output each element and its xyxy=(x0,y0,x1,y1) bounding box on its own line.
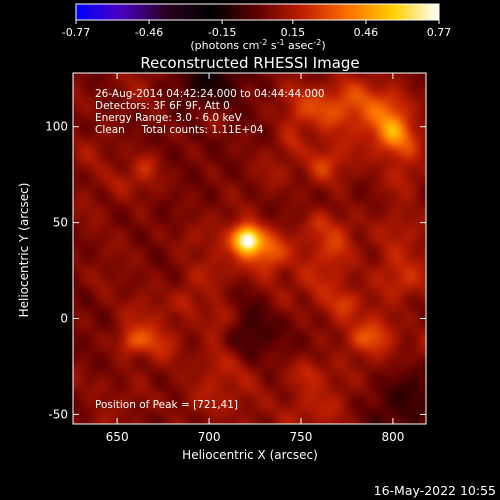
annotation-time-range: 26-Aug-2014 04:42:24.000 to 04:44:44.000 xyxy=(95,88,325,100)
annotation-clean-counts: Clean Total counts: 1.11E+04 xyxy=(95,124,264,136)
y-tick-label: 0 xyxy=(60,312,68,326)
annotation-energy-range: Energy Range: 3.0 - 6.0 keV xyxy=(95,112,243,124)
colorbar-ticks: -0.77 -0.46 -0.15 0.15 0.46 0.77 xyxy=(62,20,451,39)
colorbar-gradient xyxy=(75,3,440,21)
colorbar: -0.77 -0.46 -0.15 0.15 0.46 0.77 (photons cm-… xyxy=(62,3,451,52)
colorbar-tick-label: -0.77 xyxy=(62,26,90,39)
peak-position-label: Position of Peak = [721,41] xyxy=(95,399,238,411)
colorbar-tick-label: 0.15 xyxy=(281,26,306,39)
x-tick-label: 800 xyxy=(381,430,404,444)
x-axis-label: Heliocentric X (arcsec) xyxy=(182,448,318,462)
colorbar-tick-label: 0.77 xyxy=(427,26,452,39)
colorbar-units: (photons cm-2 s-1 asec-2) xyxy=(190,38,325,52)
colorbar-tick-label: -0.46 xyxy=(135,26,163,39)
annotation-detectors: Detectors: 3F 6F 9F, Att 0 xyxy=(95,100,230,112)
chart-title: Reconstructed RHESSI Image xyxy=(140,54,359,72)
y-axis-ticks: -50 0 50 100 xyxy=(45,120,426,421)
x-tick-label: 700 xyxy=(198,430,221,444)
y-tick-label: 50 xyxy=(53,216,68,230)
y-tick-label: -50 xyxy=(48,407,68,421)
y-tick-label: 100 xyxy=(45,120,68,134)
y-axis-label: Heliocentric Y (arcsec) xyxy=(17,183,31,318)
colorbar-tick-label: 0.46 xyxy=(354,26,379,39)
colorbar-tick-label: -0.15 xyxy=(208,26,236,39)
x-tick-label: 650 xyxy=(106,430,129,444)
x-axis-ticks: 650 700 750 800 xyxy=(106,73,404,444)
footer-date: 16-May-2022 10:55 xyxy=(374,483,496,498)
annotation-block: 26-Aug-2014 04:42:24.000 to 04:44:44.000… xyxy=(95,88,325,136)
heatmap-image xyxy=(73,73,426,424)
plot-frame xyxy=(72,72,427,425)
x-tick-label: 750 xyxy=(290,430,313,444)
